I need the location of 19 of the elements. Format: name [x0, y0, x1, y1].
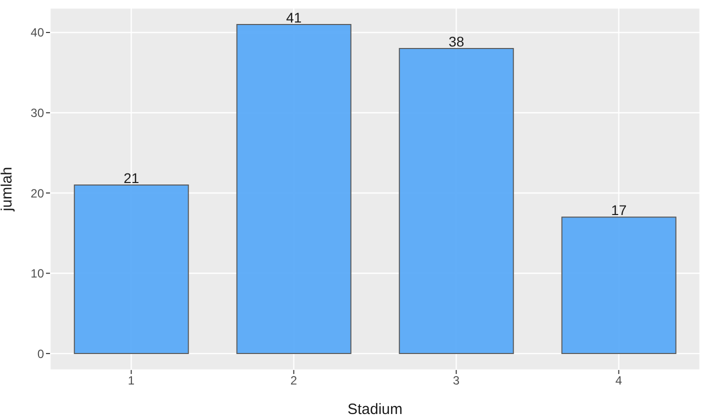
x-tick-label: 3 [452, 374, 460, 388]
x-tick-label: 4 [615, 374, 622, 388]
bar [236, 24, 352, 354]
data-label: 17 [611, 202, 627, 218]
bar [74, 184, 189, 354]
y-tick-label: 40 [30, 26, 44, 40]
y-tick-label: 20 [30, 186, 44, 200]
data-label: 41 [286, 9, 302, 26]
y-tick-label: 0 [37, 346, 44, 361]
bar [561, 216, 676, 354]
data-label: 21 [124, 170, 140, 186]
y-tick-label: 10 [30, 266, 44, 281]
x-axis-title: Stadium [347, 401, 403, 418]
x-tick-label: 2 [290, 374, 298, 388]
x-tick-label: 1 [128, 374, 135, 388]
y-tick-label: 30 [30, 106, 44, 120]
bar [398, 48, 514, 354]
y-axis-title: jumlah [0, 166, 16, 212]
data-label: 38 [448, 34, 464, 50]
